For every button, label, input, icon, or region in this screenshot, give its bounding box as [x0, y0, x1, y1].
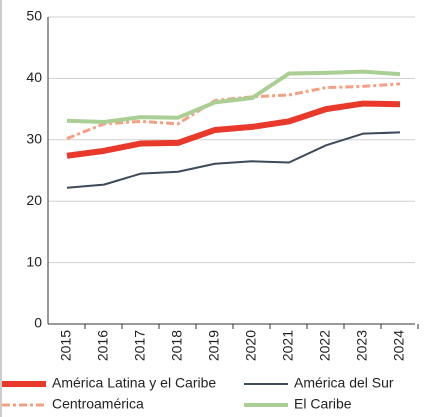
x-tick-label: 2015: [58, 330, 74, 361]
x-tick-label: 2021: [280, 330, 296, 361]
legend-label: América del Sur: [294, 375, 394, 391]
x-tick-label: 2020: [243, 330, 259, 361]
y-tick-label: 10: [26, 253, 42, 269]
series-line: [66, 69, 401, 124]
legend-label: América Latina y el Caribe: [52, 375, 216, 391]
x-tick-label: 2024: [391, 330, 407, 361]
y-tick-label: 20: [26, 192, 42, 208]
y-tick-label: 40: [26, 69, 42, 85]
x-tick-label: 2018: [169, 330, 185, 361]
x-tick-label: 2019: [206, 330, 222, 361]
x-tick-label: 2023: [354, 330, 370, 361]
y-tick-label: 50: [26, 8, 42, 24]
y-tick-label: 30: [26, 131, 42, 147]
legend-label: El Caribe: [294, 396, 352, 412]
legend-label: Centroamérica: [52, 396, 144, 412]
x-tick-label: 2022: [317, 330, 333, 361]
series-line: [66, 100, 401, 159]
y-tick-label: 0: [34, 315, 42, 331]
x-tick-label: 2016: [95, 330, 111, 361]
x-tick-label: 2017: [132, 330, 148, 361]
series-line: [66, 131, 401, 189]
